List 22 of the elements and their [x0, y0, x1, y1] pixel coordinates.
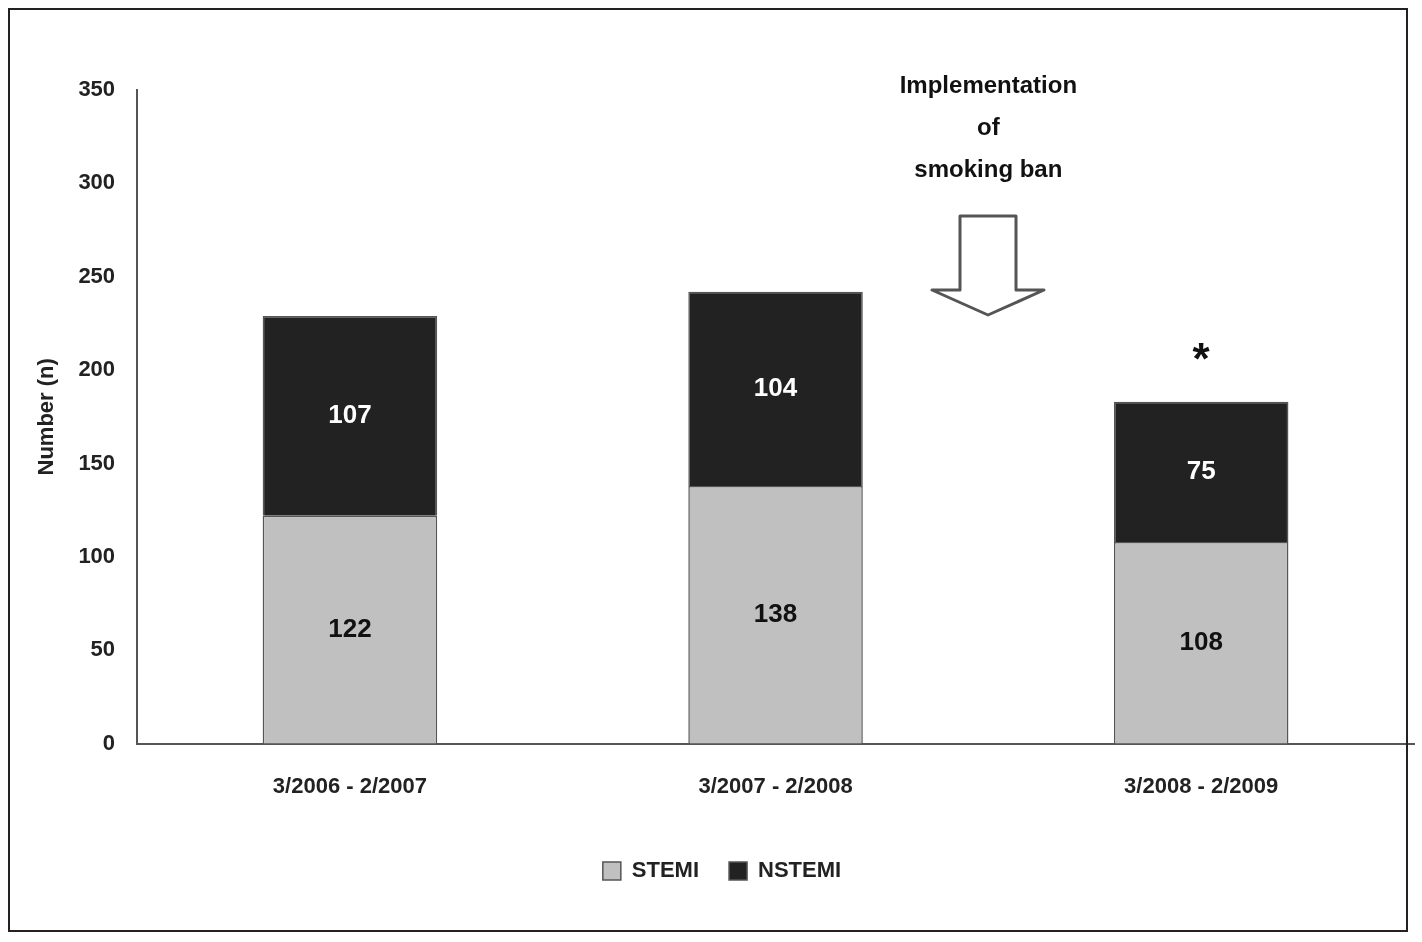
y-axis-title: Number (n) — [33, 358, 59, 476]
y-tick-label: 0 — [102, 729, 116, 755]
y-tick-label: 50 — [90, 636, 116, 662]
annotation: Implementation of smoking ban — [899, 70, 1078, 182]
x-tick-label: 3/2006 - 2/2007 — [272, 772, 427, 798]
y-tick-label: 350 — [78, 76, 116, 102]
x-tick-label: 3/2008 - 2/2009 — [1124, 772, 1279, 798]
annotation: * — [1192, 334, 1211, 383]
data-label: 107 — [328, 399, 372, 430]
data-label: 75 — [1186, 455, 1216, 486]
x-tick-label: 3/2007 - 2/2008 — [698, 772, 853, 798]
data-label: 108 — [1179, 625, 1223, 656]
legend-label: STEMI — [631, 857, 700, 883]
y-tick-label: 300 — [78, 169, 116, 195]
data-label: 122 — [328, 612, 372, 643]
y-tick-label: 200 — [78, 356, 116, 382]
y-tick-label: 100 — [78, 542, 116, 568]
y-tick-label: 150 — [78, 449, 116, 475]
data-label: 104 — [753, 371, 798, 402]
data-label: 138 — [753, 597, 798, 628]
legend-label: NSTEMI — [758, 857, 842, 883]
y-tick-label: 250 — [78, 262, 116, 288]
